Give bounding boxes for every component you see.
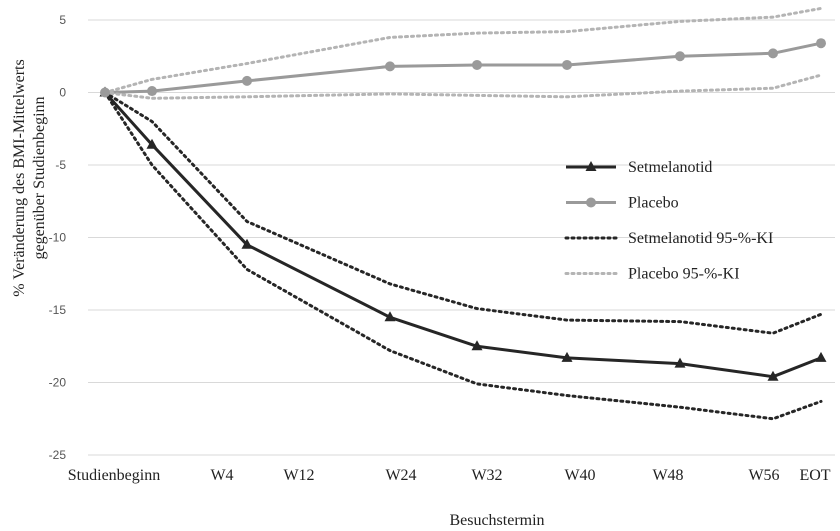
point-marker (561, 351, 573, 362)
legend-item: Setmelanotid 95-%-KI (564, 230, 773, 247)
x-tick-label: W32 (471, 467, 502, 484)
y-tick-label: 5 (59, 13, 66, 27)
y-tick-label: 0 (59, 86, 66, 100)
gridlines (88, 19, 835, 456)
y-tick-label: -20 (49, 376, 67, 390)
point-marker (385, 61, 395, 72)
legend-item: Setmelanotid (566, 159, 712, 176)
y-tick-label: -15 (49, 303, 67, 317)
x-axis-label: Besuchstermin (449, 512, 544, 529)
series-markers (99, 38, 827, 381)
y-tick-label: -5 (55, 158, 66, 172)
point-marker (147, 86, 157, 97)
point-marker (471, 340, 483, 351)
point-marker (768, 48, 778, 59)
series-line-4 (103, 6, 823, 94)
point-marker (816, 38, 826, 49)
legend-item: Placebo (566, 195, 679, 212)
series-line-5 (103, 73, 823, 100)
legend-label: Setmelanotid 95-%-KI (628, 230, 773, 247)
point-marker (146, 138, 158, 149)
x-tick-label: W12 (283, 467, 314, 484)
y-axis-label-line-2: gegenüber Studienbeginn (31, 96, 48, 259)
y-axis-label-line-1: % Veränderung des BMI-Mittelwerts (11, 59, 28, 296)
series-lines (103, 6, 823, 421)
y-tick-label: -25 (49, 448, 67, 462)
x-tick-label: W24 (385, 467, 416, 484)
point-marker (562, 59, 572, 70)
point-marker (472, 59, 482, 70)
x-tick-label: W48 (652, 467, 683, 484)
x-tick-label: W56 (748, 467, 779, 484)
legend-label: Placebo 95-%-KI (628, 266, 740, 283)
point-marker (675, 51, 685, 62)
y-tick-label: -10 (49, 231, 67, 245)
point-marker (767, 370, 779, 381)
y-tick-labels: 5 0 -5 -10 -15 -20 -25 (49, 13, 67, 462)
point-marker (100, 87, 110, 98)
legend-marker (585, 161, 597, 171)
legend-label: Setmelanotid (628, 159, 712, 176)
legend-label: Placebo (628, 195, 679, 212)
point-marker (384, 311, 396, 322)
x-tick-label: Studienbeginn (68, 467, 160, 484)
legend-marker (586, 197, 596, 208)
x-tick-labels: Studienbeginn W4 W12 W24 W32 W40 W48 W56 EOT (68, 467, 831, 484)
x-tick-label: EOT (799, 467, 830, 484)
x-tick-label: W4 (210, 467, 233, 484)
legend: Setmelanotid Placebo Setmelanotid 95-%-KI P… (564, 159, 773, 283)
legend-item: Placebo 95-%-KI (564, 266, 740, 283)
point-marker (241, 238, 253, 249)
series-line-3 (103, 91, 823, 421)
series-line-2 (103, 91, 823, 335)
point-marker (674, 357, 686, 368)
x-tick-label: W40 (564, 467, 595, 484)
point-marker (242, 75, 252, 86)
point-marker (815, 351, 827, 362)
